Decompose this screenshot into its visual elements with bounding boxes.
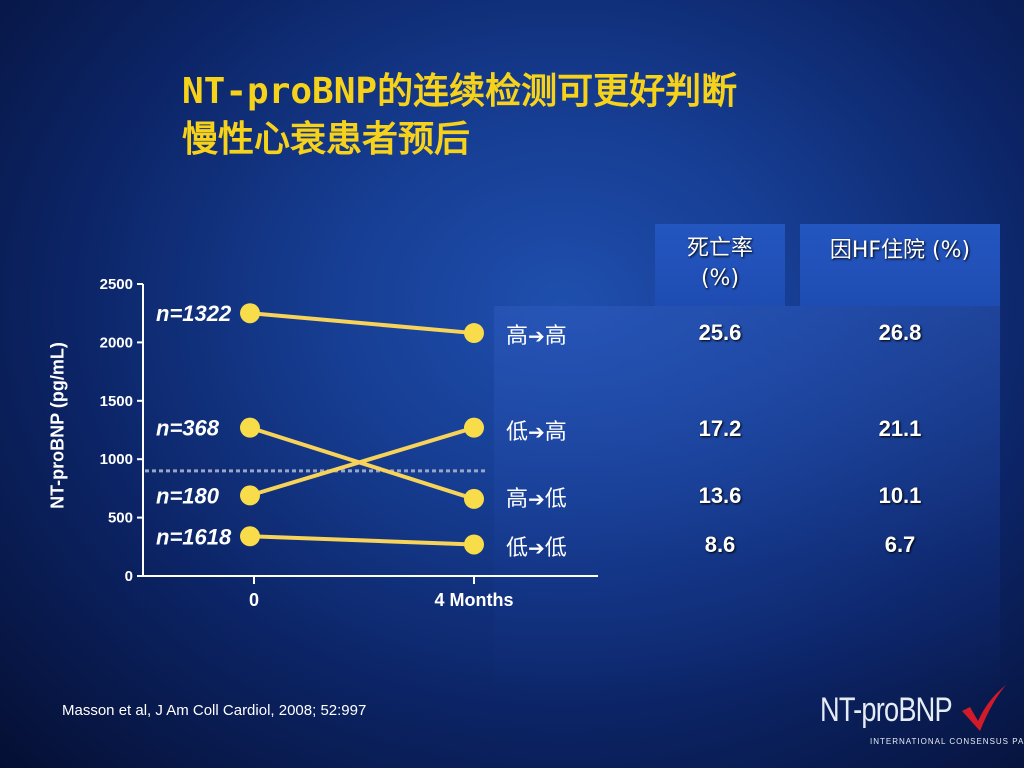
table-header-hospitalization bbox=[800, 224, 1000, 306]
cell-mortality: 13.6 bbox=[698, 483, 742, 508]
row-from: 低 bbox=[506, 536, 529, 561]
y-tick-label: 2000 bbox=[100, 334, 133, 351]
data-point bbox=[464, 417, 484, 438]
y-tick-label: 1000 bbox=[100, 451, 133, 468]
arrow-right-icon: ➔ bbox=[528, 536, 545, 560]
citation: Masson et al, J Am Coll Cardiol, 2008; 5… bbox=[62, 702, 367, 719]
table-body-background bbox=[494, 306, 1000, 696]
header-mortality-line-2: (%) bbox=[700, 266, 740, 291]
row-to: 低 bbox=[544, 487, 567, 512]
data-point bbox=[464, 534, 484, 555]
cell-mortality: 8.6 bbox=[704, 532, 736, 557]
title-line-2: 慢性心衰患者预后 bbox=[182, 119, 471, 160]
y-tick-label: 500 bbox=[108, 510, 133, 527]
row-label-high-low: 高➔低 bbox=[506, 481, 567, 513]
series-label: n=1618 bbox=[156, 524, 232, 549]
data-point bbox=[240, 485, 260, 506]
logo-subtitle: INTERNATIONAL CONSENSUS PANEL bbox=[870, 737, 1024, 746]
data-point bbox=[240, 526, 260, 547]
cell-mortality: 25.6 bbox=[698, 320, 742, 345]
cell-hospitalization: 6.7 bbox=[884, 532, 916, 557]
series-line bbox=[248, 425, 476, 498]
table-header-mortality bbox=[655, 224, 785, 306]
series-label: n=1322 bbox=[156, 301, 232, 326]
series-label: n=180 bbox=[156, 483, 220, 508]
header-hospitalization-label: 因HF住院 (%) bbox=[829, 238, 971, 263]
nt-probnp-logo: NT-proBNP INTERNATIONAL CONSENSUS PANEL bbox=[820, 683, 1024, 753]
data-point bbox=[464, 488, 484, 509]
y-tick-label: 0 bbox=[125, 568, 133, 585]
y-axis-label: NT-proBNP (pg/mL) bbox=[47, 342, 68, 509]
y-tick-label: 1500 bbox=[100, 393, 133, 410]
cell-hospitalization: 10.1 bbox=[878, 483, 922, 508]
arrow-right-icon: ➔ bbox=[528, 420, 545, 444]
logo-text: NT-proBNP bbox=[820, 691, 953, 729]
data-point bbox=[240, 417, 260, 438]
arrow-right-icon: ➔ bbox=[528, 487, 545, 511]
checkmark-icon bbox=[962, 685, 1006, 731]
cell-hospitalization: 21.1 bbox=[878, 416, 922, 441]
title-line-1: NT-proBNP的连续检测可更好判断 bbox=[182, 71, 738, 112]
slide-title: NT-proBNP的连续检测可更好判断 慢性心衰患者预后 bbox=[182, 68, 942, 164]
row-label-high-high: 高➔高 bbox=[506, 318, 567, 350]
row-from: 低 bbox=[506, 420, 529, 445]
data-point bbox=[464, 323, 484, 344]
row-to: 高 bbox=[544, 420, 567, 445]
row-to: 高 bbox=[544, 324, 567, 349]
cell-mortality: 17.2 bbox=[698, 416, 742, 441]
series-line bbox=[248, 534, 476, 547]
y-tick-label: 2500 bbox=[100, 276, 133, 293]
header-mortality-label: 死亡率 (%) bbox=[655, 234, 785, 294]
row-label-low-high: 低➔高 bbox=[506, 414, 567, 446]
header-mortality-line-1: 死亡率 bbox=[686, 236, 753, 261]
x-tick-label: 0 bbox=[249, 590, 259, 610]
row-from: 高 bbox=[506, 487, 529, 512]
cell-hospitalization: 26.8 bbox=[878, 320, 922, 345]
row-label-low-low: 低➔低 bbox=[506, 530, 567, 562]
arrow-right-icon: ➔ bbox=[528, 324, 545, 348]
series-label: n=368 bbox=[156, 416, 220, 441]
data-point bbox=[240, 303, 260, 324]
series-line bbox=[248, 311, 476, 336]
row-to: 低 bbox=[544, 536, 567, 561]
x-tick-label: 4 Months bbox=[435, 590, 514, 610]
row-from: 高 bbox=[506, 324, 529, 349]
